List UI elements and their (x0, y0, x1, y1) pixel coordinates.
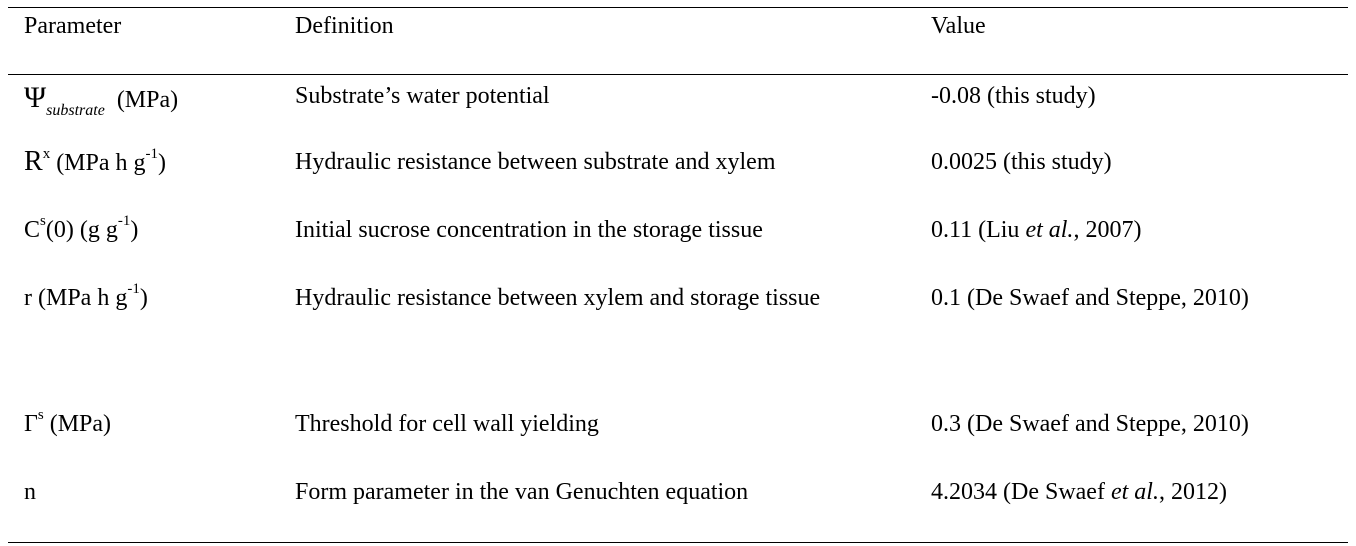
value-row-4: 0.1 (De Swaef and Steppe, 2010) (931, 285, 1249, 311)
cs-unit-close: ) (130, 217, 139, 243)
rx-unit-close: ) (158, 150, 167, 176)
psi-symbol: Ψ (24, 81, 47, 114)
value-row-6-italic: et al. (1110, 479, 1159, 505)
value-row-6-post: , 2012) (1158, 479, 1227, 505)
value-row-6-pre: 4.2034 (De Swaef (931, 479, 1111, 505)
rx-superscript: x (42, 146, 51, 162)
r-unit-exponent: -1 (127, 281, 140, 297)
gamma-superscript: s (37, 407, 44, 423)
gamma-symbol: Γ (24, 411, 38, 437)
definition-row-3: Initial sucrose concentration in the sto… (295, 217, 763, 243)
n-symbol: n (24, 479, 36, 505)
rx-symbol: R (24, 146, 43, 177)
cs-unit-exponent: -1 (117, 213, 131, 229)
value-row-3-pre: 0.11 (Liu (931, 217, 1026, 243)
param-gamma-s: Γs (MPa) (24, 407, 112, 438)
definition-row-4: Hydraulic resistance between xylem and s… (295, 285, 821, 311)
param-rx: Rx (MPa h g-1) (24, 146, 167, 177)
definition-row-6: Form parameter in the van Genuchten equa… (295, 479, 749, 505)
cs-symbol: C (24, 217, 41, 243)
param-n: n (24, 478, 36, 506)
value-row-3-post: , 2007) (1073, 217, 1142, 243)
value-row-3: 0.11 (Liu et al., 2007) (931, 216, 1141, 244)
header-definition: Definition (295, 13, 394, 39)
rx-unit-exponent: -1 (145, 146, 159, 162)
gamma-unit: (MPa) (49, 411, 112, 437)
header-parameter: Parameter (24, 13, 122, 39)
r-unit-close: ) (139, 285, 148, 311)
header-rule (8, 74, 1348, 75)
cs-argument-unit: (0) (g g (45, 217, 118, 243)
definition-row-1: Substrate’s water potential (295, 83, 550, 109)
rx-unit: (MPa h g (56, 150, 146, 176)
psi-unit: (MPa) (116, 87, 179, 113)
value-row-3-italic: et al. (1025, 217, 1074, 243)
param-r: r (MPa h g-1) (24, 281, 148, 312)
header-value: Value (931, 13, 986, 39)
bottom-rule (8, 542, 1348, 543)
value-row-1: -0.08 (this study) (931, 83, 1096, 109)
definition-row-2: Hydraulic resistance between substrate a… (295, 149, 776, 175)
definition-row-5: Threshold for cell wall yielding (295, 411, 599, 437)
r-unit: (MPa h g (38, 285, 128, 311)
param-psi-substrate: Ψsubstrate (MPa) (24, 81, 179, 120)
param-cs0: Cs(0) (g g-1) (24, 213, 139, 244)
value-row-5: 0.3 (De Swaef and Steppe, 2010) (931, 411, 1249, 437)
cs-superscript: s (40, 213, 46, 229)
psi-subscript: substrate (46, 102, 105, 119)
value-row-2: 0.0025 (this study) (931, 149, 1112, 175)
top-rule (8, 7, 1348, 8)
r-symbol: r (24, 285, 32, 311)
value-row-6: 4.2034 (De Swaef et al., 2012) (931, 478, 1227, 506)
